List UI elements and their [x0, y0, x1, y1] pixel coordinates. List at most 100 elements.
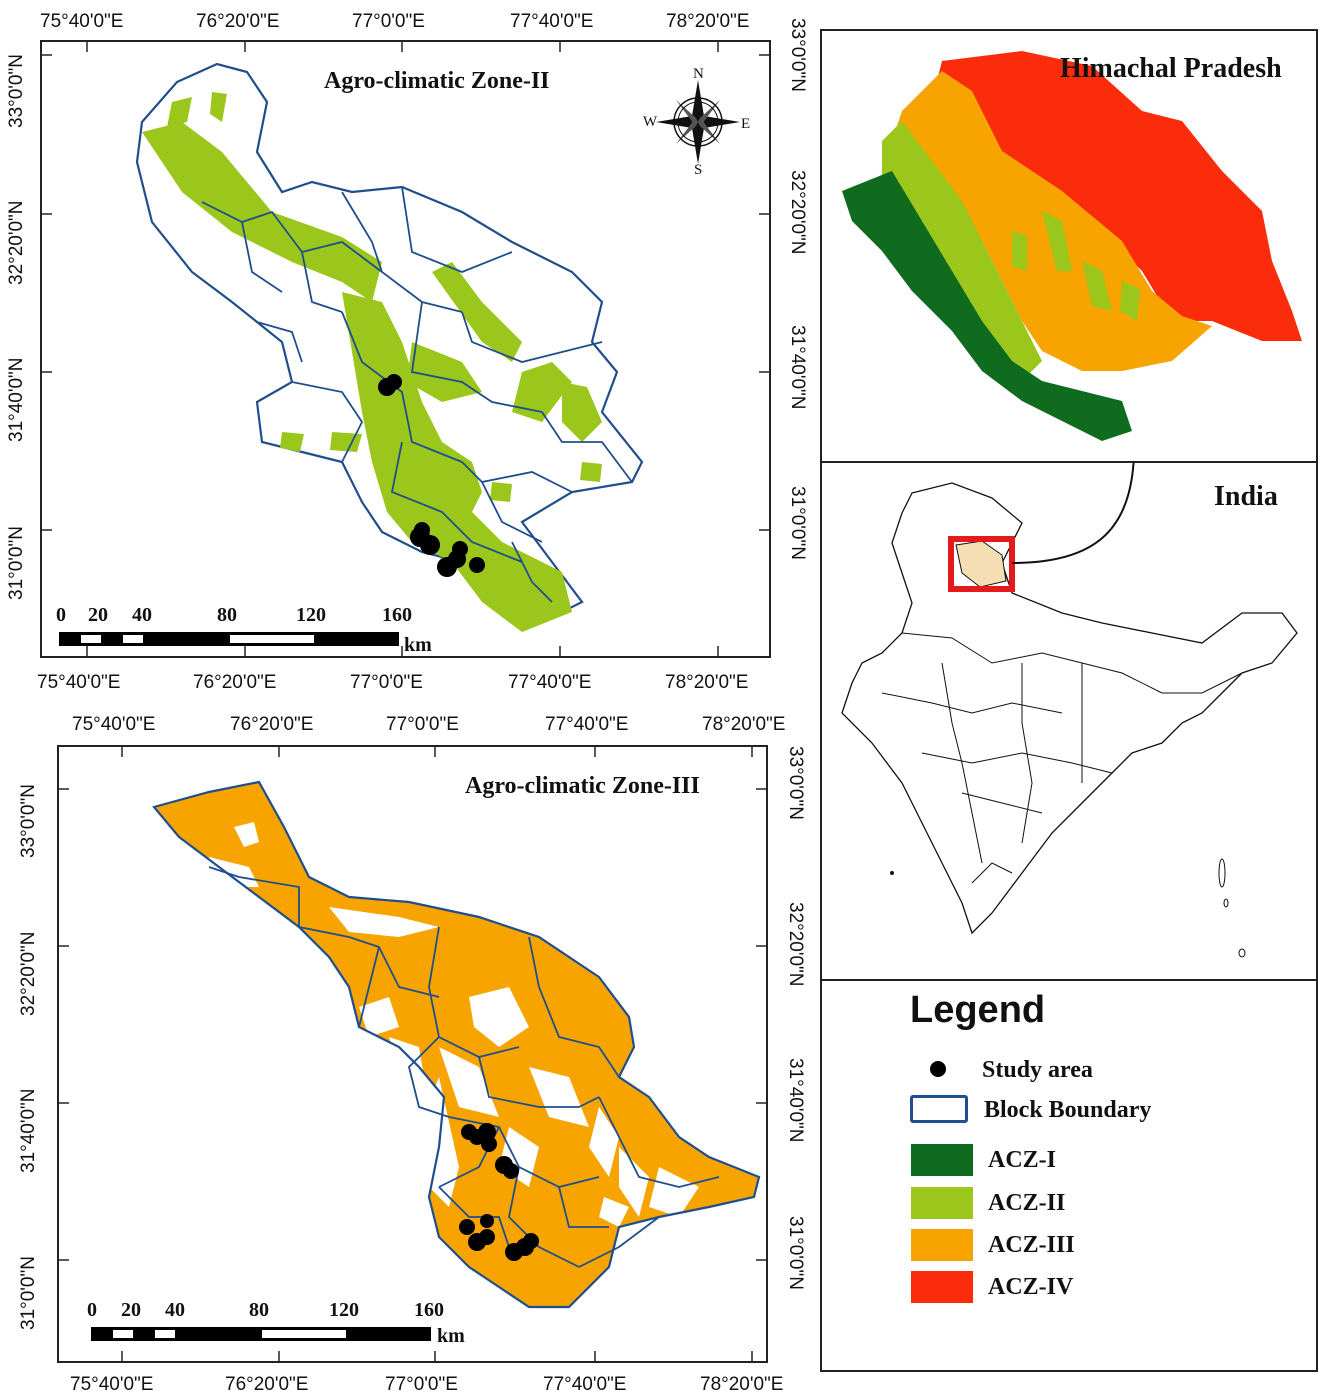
study-area-dot [480, 1214, 494, 1228]
study-area-dot [479, 1229, 495, 1245]
map1-compass-n: N [693, 66, 704, 82]
map2-top-lon-4: 77°40'0"E [545, 714, 629, 735]
legend-title: Legend [910, 989, 1046, 1031]
india-map [841, 463, 1298, 958]
map2-bottom-lon-4: 77°40'0"E [543, 1374, 627, 1395]
map1-compass-e: E [741, 116, 751, 132]
legend-label-acz4: ACZ-IV [988, 1274, 1074, 1300]
map1-left-lat-3: 31°40'0"N [6, 357, 27, 442]
map1-top-lon-5: 78°20'0"E [666, 11, 750, 32]
map2-right-lat-4: 31°0'0"N [785, 1216, 806, 1290]
map1-bottom-lon-4: 77°40'0"E [508, 672, 592, 693]
block-boundary-legend-icon [910, 1095, 968, 1123]
map1-scale-0: 0 [56, 604, 66, 626]
map1-scale-bar [59, 632, 399, 646]
study-area-legend-icon [930, 1061, 946, 1077]
map2-scale-120: 120 [329, 1299, 359, 1321]
study-area-dot [414, 522, 430, 538]
study-area-dot [481, 1136, 497, 1152]
map2-bottom-lon-3: 77°0'0"E [385, 1374, 458, 1395]
map2-top-lon-2: 76°20'0"E [230, 714, 314, 735]
india-inset: India [822, 463, 1316, 979]
acz4-swatch [911, 1271, 973, 1303]
map1-canvas [42, 42, 769, 656]
legend-label-acz3: ACZ-III [988, 1232, 1075, 1258]
hp-map [842, 51, 1302, 441]
legend: Legend Study area Block Boundary ACZ-I A… [822, 981, 1316, 1370]
india-outline [841, 482, 1298, 935]
map1-frame: Agro-climatic Zone-II N S E W 0 20 40 80… [40, 40, 771, 658]
hp-title: Himachal Pradesh [1060, 53, 1282, 84]
map2-right-lat-3: 31°40'0"N [785, 1058, 806, 1143]
map1-compass-s: S [694, 162, 703, 178]
study-area-dot [503, 1163, 519, 1179]
map2-canvas [59, 747, 766, 1361]
map1-scale-120: 120 [296, 604, 326, 626]
divider-1 [822, 461, 1316, 463]
map2-left-lat-2: 32°20'0"N [18, 931, 39, 1016]
map2-right-lat-2: 32°20'0"N [785, 902, 806, 987]
map1-scale-20: 20 [88, 604, 108, 626]
study-area-dot [386, 374, 402, 390]
map2-bottom-lon-1: 75°40'0"E [70, 1374, 154, 1395]
map2-left-lat-4: 31°0'0"N [18, 1256, 39, 1330]
map1-bottom-lon-2: 76°20'0"E [193, 672, 277, 693]
map1-left-lat-2: 32°20'0"N [6, 200, 27, 285]
map1-right-lat-3: 31°40'0"N [787, 325, 808, 410]
map2-bottom-lon-5: 78°20'0"E [700, 1374, 784, 1395]
map1-scale-160: 160 [382, 604, 412, 626]
legend-label-study-area: Study area [982, 1057, 1093, 1083]
study-area-dot [523, 1233, 539, 1249]
study-area-dot [452, 541, 468, 557]
map2-left-lat-1: 33°0'0"N [18, 784, 39, 858]
map1-scale-unit: km [404, 634, 432, 656]
map1-top-lon-2: 76°20'0"E [196, 11, 280, 32]
map2-scale-80: 80 [249, 1299, 269, 1321]
map1-top-lon-3: 77°0'0"E [352, 11, 425, 32]
map2-scale-bar [91, 1327, 431, 1341]
map1-bottom-lon-1: 75°40'0"E [37, 672, 121, 693]
study-area-dot [420, 535, 440, 555]
map2-scale-unit: km [437, 1325, 465, 1347]
map1-title: Agro-climatic Zone-II [324, 68, 550, 94]
map1-bottom-lon-3: 77°0'0"E [350, 672, 423, 693]
map2-right-lat-1: 33°0'0"N [785, 746, 806, 820]
map2-scale-20: 20 [121, 1299, 141, 1321]
legend-label-acz1: ACZ-I [988, 1147, 1057, 1173]
zone-iii-region [154, 782, 759, 1307]
map2-frame: Agro-climatic Zone-III 0 20 40 80 120 16… [57, 745, 768, 1363]
map1-right-lat-4: 31°0'0"N [787, 486, 808, 560]
inset-connector [1011, 463, 1135, 564]
map1-scale-80: 80 [217, 604, 237, 626]
acz3-swatch [911, 1229, 973, 1261]
map1-left-lat-4: 31°0'0"N [6, 526, 27, 600]
acz2-swatch [911, 1187, 973, 1219]
map1-top-lon-1: 75°40'0"E [40, 11, 124, 32]
acz1-swatch [911, 1144, 973, 1176]
india-title: India [1214, 481, 1278, 512]
study-area-dot [469, 557, 485, 573]
legend-label-block-boundary: Block Boundary [984, 1097, 1152, 1123]
map2-left-lat-3: 31°40'0"N [18, 1088, 39, 1173]
map2-title: Agro-climatic Zone-III [465, 773, 700, 799]
north-arrow-icon [656, 80, 740, 164]
map1-right-lat-1: 33°0'0"N [787, 18, 808, 92]
map2-top-lon-1: 75°40'0"E [72, 714, 156, 735]
hp-inset: Himachal Pradesh [822, 31, 1316, 461]
map2-scale-0: 0 [87, 1299, 97, 1321]
map1-left-lat-1: 33°0'0"N [6, 54, 27, 128]
map1-bottom-lon-5: 78°20'0"E [665, 672, 749, 693]
legend-label-acz2: ACZ-II [988, 1190, 1066, 1216]
right-panel: Himachal Pradesh [820, 29, 1318, 1372]
map2-scale-40: 40 [165, 1299, 185, 1321]
map1-right-lat-2: 32°20'0"N [787, 170, 808, 255]
map2-bottom-lon-2: 76°20'0"E [225, 1374, 309, 1395]
map2-top-lon-3: 77°0'0"E [386, 714, 459, 735]
map2-top-lon-5: 78°20'0"E [702, 714, 786, 735]
map1-compass-w: W [643, 114, 658, 130]
divider-2 [822, 979, 1316, 981]
map2-scale-160: 160 [414, 1299, 444, 1321]
map1-scale-40: 40 [132, 604, 152, 626]
map1-top-lon-4: 77°40'0"E [510, 11, 594, 32]
study-area-dot [459, 1219, 475, 1235]
